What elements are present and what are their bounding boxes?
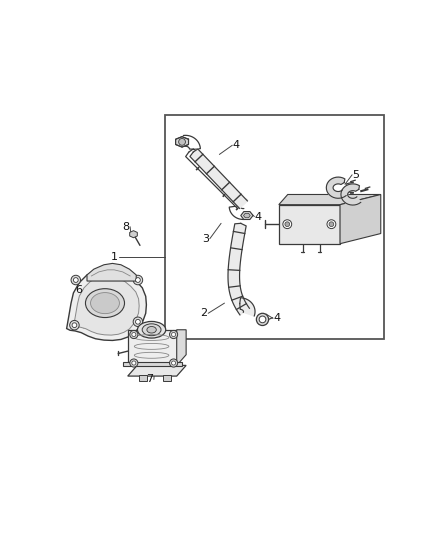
Bar (128, 330, 177, 366)
Polygon shape (177, 330, 186, 366)
Circle shape (71, 275, 81, 285)
Polygon shape (241, 212, 253, 220)
Text: 4: 4 (273, 313, 281, 324)
Polygon shape (340, 195, 381, 244)
Bar (162, 375, 171, 381)
Circle shape (135, 319, 140, 324)
Text: 4: 4 (255, 212, 262, 222)
Polygon shape (176, 136, 188, 147)
Circle shape (133, 275, 143, 285)
Text: 2: 2 (201, 308, 208, 318)
Polygon shape (244, 213, 250, 217)
Polygon shape (87, 263, 136, 281)
Text: 5: 5 (353, 170, 360, 180)
Text: 4: 4 (233, 140, 240, 150)
Ellipse shape (142, 324, 161, 336)
Circle shape (133, 317, 143, 327)
Polygon shape (190, 149, 247, 208)
Polygon shape (67, 269, 146, 341)
Text: 8: 8 (123, 222, 130, 232)
Circle shape (130, 330, 138, 338)
Ellipse shape (91, 293, 120, 313)
Circle shape (74, 278, 78, 282)
Ellipse shape (138, 321, 166, 338)
Bar (123, 362, 182, 366)
Circle shape (70, 320, 79, 330)
Polygon shape (279, 195, 381, 205)
Bar (279, 205, 340, 244)
Circle shape (72, 323, 77, 328)
Circle shape (172, 361, 176, 365)
Text: 6: 6 (76, 285, 83, 295)
Polygon shape (341, 184, 361, 205)
Circle shape (285, 222, 290, 227)
Circle shape (172, 333, 176, 336)
Ellipse shape (147, 327, 156, 333)
Circle shape (327, 220, 336, 229)
Text: 3: 3 (202, 233, 209, 244)
Circle shape (256, 313, 268, 326)
Polygon shape (130, 231, 138, 238)
Polygon shape (228, 223, 249, 315)
Polygon shape (128, 366, 186, 376)
Polygon shape (326, 177, 346, 198)
Bar (165, 115, 384, 339)
Circle shape (259, 316, 266, 323)
Text: 7: 7 (146, 375, 153, 384)
Circle shape (132, 333, 136, 336)
Circle shape (132, 361, 136, 365)
Circle shape (135, 278, 140, 282)
Circle shape (170, 359, 178, 367)
Text: 1: 1 (111, 252, 118, 262)
Circle shape (179, 139, 185, 146)
Polygon shape (74, 277, 139, 335)
Polygon shape (240, 298, 255, 316)
Circle shape (170, 330, 178, 338)
Ellipse shape (85, 289, 124, 318)
Circle shape (329, 222, 334, 227)
Bar (139, 375, 147, 381)
Circle shape (130, 359, 138, 367)
Circle shape (283, 220, 292, 229)
